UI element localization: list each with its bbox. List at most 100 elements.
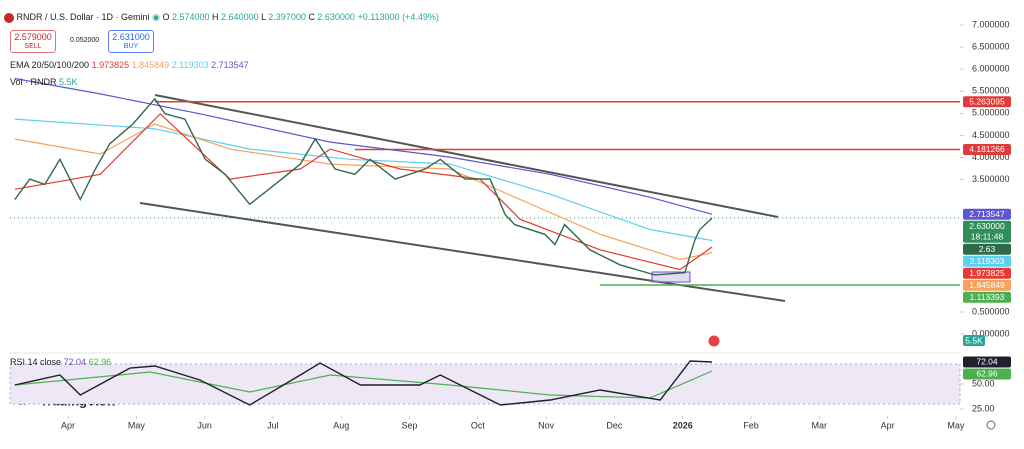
x-tick-label: 2026 bbox=[673, 420, 693, 430]
x-tick-label: Aug bbox=[333, 420, 349, 430]
rsi-legend: RSI 14 close 72.04 62.96 bbox=[10, 357, 111, 367]
y-tick-label: 6.000000 bbox=[972, 64, 1010, 74]
ohlc-key: H bbox=[212, 12, 219, 22]
ohlc-value: 2.640000 bbox=[221, 12, 259, 22]
volume-tag-bg bbox=[963, 335, 985, 346]
price-line-series bbox=[14, 97, 713, 276]
x-tick-label: Feb bbox=[743, 420, 759, 430]
price-tag-label: 2.713547 bbox=[969, 209, 1005, 219]
y-tick-label: 4.500000 bbox=[972, 130, 1010, 140]
ohlc-key: L bbox=[261, 12, 266, 22]
vol-value: 5.5K bbox=[59, 77, 78, 87]
y-tick-label: 5.000000 bbox=[972, 108, 1010, 118]
price-tag: 4.181266 bbox=[963, 144, 1011, 156]
price-tag: 5.263095 bbox=[963, 96, 1011, 108]
price-tag-bg bbox=[963, 279, 1011, 291]
price-tag: 1.973825 bbox=[963, 267, 1011, 279]
price-tag-label: 1.113393 bbox=[970, 292, 1005, 302]
price-tag-bg bbox=[963, 243, 1011, 255]
price-tag-label: 72.04 bbox=[976, 357, 998, 367]
price-tag: 2.63 bbox=[963, 243, 1011, 255]
y-tick-label: 0.500000 bbox=[972, 306, 1010, 316]
price-tag-label: 2.119303 bbox=[970, 256, 1005, 266]
price-tag-bg bbox=[963, 144, 1011, 156]
x-tick-label: Dec bbox=[606, 420, 623, 430]
sell-button[interactable]: 2.579000 SELL bbox=[10, 30, 56, 53]
price-tag-label: 4.181266 bbox=[969, 144, 1005, 154]
indicator-line bbox=[14, 112, 713, 271]
vol-legend: Vol · RNDR 5.5K bbox=[10, 77, 78, 87]
x-tick-label: Apr bbox=[881, 420, 895, 430]
ema-value: 1.845849 bbox=[131, 60, 170, 70]
x-tick-label: May bbox=[128, 420, 146, 430]
rsi-signal-value: 62.96 bbox=[88, 357, 112, 367]
ema-label: EMA 20/50/100/200 bbox=[10, 60, 90, 70]
y-tick-label: 7.000000 bbox=[972, 19, 1010, 29]
change: +0.113000 (+4.49%) bbox=[357, 12, 439, 22]
volume-tag: 5.5K bbox=[963, 335, 985, 346]
volume-tag-label: 5.5K bbox=[965, 335, 983, 345]
ema-legend: EMA 20/50/100/200 1.973825 1.845849 2.11… bbox=[10, 60, 249, 70]
price-tag-label: 1.845849 bbox=[969, 280, 1005, 290]
rsi-title: RSI 14 close bbox=[10, 357, 62, 367]
price-tag-label: 2.630000 bbox=[969, 221, 1005, 231]
ema-values: 1.973825 1.845849 2.119303 2.713547 bbox=[92, 60, 249, 70]
x-tick-label: Mar bbox=[812, 420, 828, 430]
highlight-box bbox=[651, 271, 691, 283]
y-tick-label: 5.500000 bbox=[972, 86, 1010, 96]
x-tick-label: Oct bbox=[471, 420, 486, 430]
trend-line bbox=[154, 94, 779, 218]
ohlc: O 2.574000 H 2.640000 L 2.397000 C 2.630… bbox=[162, 12, 357, 22]
flag-icon[interactable] bbox=[707, 334, 721, 348]
ema-value: 2.119303 bbox=[171, 60, 209, 70]
indicator-line bbox=[14, 77, 713, 215]
price-tag-bg bbox=[963, 208, 1011, 220]
price-tag: 1.845849 bbox=[963, 279, 1011, 291]
y-tick-label: 50.00 bbox=[972, 378, 995, 388]
y-tick-label: 3.500000 bbox=[972, 174, 1010, 184]
price-tag: 1.113393 bbox=[963, 291, 1011, 303]
ohlc-key: C bbox=[308, 12, 315, 22]
countdown: 18:11:48 bbox=[971, 232, 1004, 242]
settings-icon[interactable] bbox=[986, 420, 996, 430]
indicator-line bbox=[14, 370, 713, 399]
buy-button[interactable]: 2.631000 BUY bbox=[108, 30, 154, 53]
x-tick-label: Nov bbox=[538, 420, 555, 430]
ohlc-value: 2.574000 bbox=[171, 12, 210, 22]
price-tag-bg bbox=[963, 220, 1011, 243]
price-tag-bg bbox=[963, 356, 1011, 368]
price-tag: 62.96 bbox=[963, 368, 1011, 380]
status-dot: ◉ bbox=[152, 12, 160, 22]
y-tick-label: 0.000000 bbox=[972, 328, 1010, 338]
x-tick-label: Jul bbox=[267, 420, 279, 430]
price-tag-label: 5.263095 bbox=[969, 96, 1005, 106]
rsi-value: 72.04 bbox=[63, 357, 87, 367]
header-line: RNDR / U.S. Dollar · 1D · Gemini ◉ O 2.5… bbox=[4, 12, 439, 23]
price-tag-bg bbox=[963, 267, 1011, 279]
sell-price: 2.579000 bbox=[14, 32, 52, 42]
price-tag-bg bbox=[963, 368, 1011, 380]
ema-value: 2.713547 bbox=[211, 60, 249, 70]
ohlc-key: O bbox=[162, 12, 170, 22]
y-tick-label: 6.500000 bbox=[972, 42, 1010, 52]
symbol-logo bbox=[4, 12, 14, 23]
x-tick-label: May bbox=[947, 420, 965, 430]
vol-label: Vol · RNDR bbox=[10, 77, 57, 87]
symbol: RNDR / U.S. Dollar · 1D · Gemini bbox=[16, 12, 150, 22]
x-tick-label: Apr bbox=[61, 420, 75, 430]
buy-price: 2.631000 bbox=[112, 32, 150, 42]
y-tick-label: 25.00 bbox=[972, 403, 995, 413]
x-tick-label: Jun bbox=[197, 420, 212, 430]
indicator-line bbox=[14, 118, 713, 242]
price-tag: 2.119303 bbox=[963, 255, 1011, 267]
ohlc-value: 2.397000 bbox=[268, 12, 306, 22]
price-tag-bg bbox=[963, 291, 1011, 303]
price-tag: 72.04 bbox=[963, 356, 1011, 368]
price-tag-bg bbox=[963, 255, 1011, 267]
y-tick-label: 4.000000 bbox=[972, 152, 1010, 162]
buy-label: BUY bbox=[123, 43, 139, 50]
price-tag-label: 2.63 bbox=[979, 244, 996, 254]
